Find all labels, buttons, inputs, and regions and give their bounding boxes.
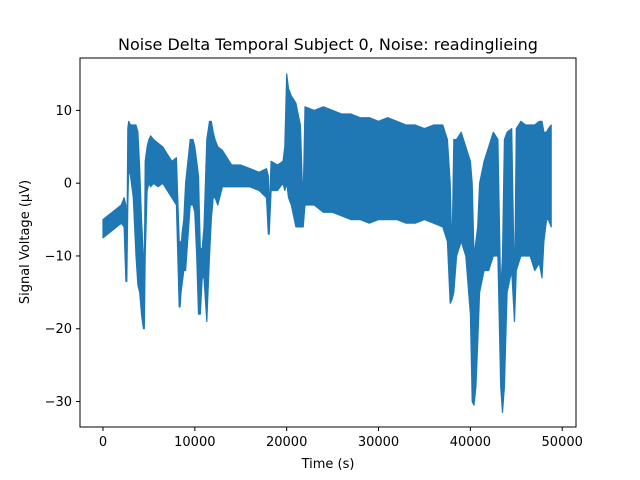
y-tick-label: 10 <box>55 104 72 119</box>
x-tick-label: 20000 <box>266 435 307 450</box>
x-axis-label: Time (s) <box>301 457 355 472</box>
y-tick-label: 0 <box>64 177 72 192</box>
x-tick-label: 10000 <box>174 435 215 450</box>
y-tick-label: −10 <box>45 249 72 264</box>
y-axis-label: Signal Voltage (μV) <box>18 180 33 304</box>
axes-frame <box>79 57 577 428</box>
y-tick-label: −20 <box>45 322 72 337</box>
plot-area <box>102 73 552 413</box>
x-tick-label: 50000 <box>542 435 583 450</box>
x-tick-label: 0 <box>99 435 107 450</box>
x-tick-label: 40000 <box>450 435 491 450</box>
x-axis: 0 10000 20000 30000 40000 50000 <box>99 427 583 450</box>
chart-title: Noise Delta Temporal Subject 0, Noise: r… <box>118 35 538 54</box>
x-tick-label: 30000 <box>358 435 399 450</box>
y-tick-label: −30 <box>45 395 72 410</box>
y-axis: −30 −20 −10 0 10 <box>45 104 80 410</box>
series-0-band <box>102 73 552 413</box>
